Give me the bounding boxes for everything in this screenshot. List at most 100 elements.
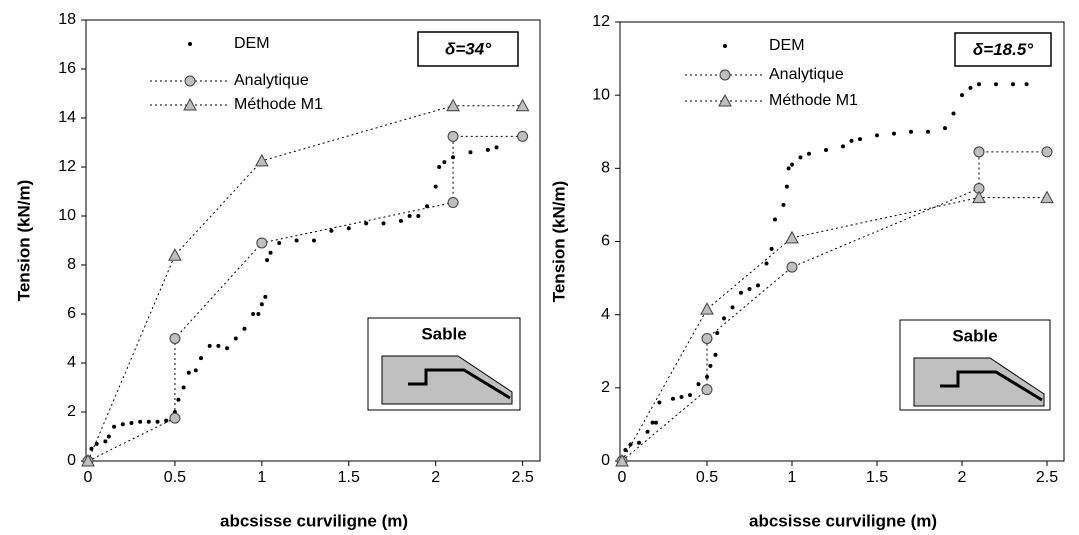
dem-point (1024, 82, 1029, 87)
dem-point (628, 442, 633, 447)
dem-point (433, 184, 438, 189)
x-axis-title: abcsisse curviligne (m) (749, 511, 937, 530)
inset-strip (940, 370, 1043, 402)
x-tick-label: 2.5 (511, 469, 533, 486)
dem-point (637, 440, 641, 445)
annotation-box (417, 31, 519, 67)
y-tick-label: 12 (592, 13, 610, 30)
circle-marker (786, 261, 798, 273)
y-tick-label: 10 (592, 86, 610, 103)
dem-point (951, 111, 956, 116)
legend-marker (719, 69, 731, 81)
dem-point (654, 420, 658, 425)
y-tick-label: 2 (67, 403, 76, 420)
dem-point (138, 419, 143, 424)
panel: 0 2 4 6 8 10 12 0 0.5 1 1.5 2 2.5 abcsisse curviligne… (549, 13, 1065, 530)
dem-point (164, 418, 169, 423)
dem-point (764, 261, 769, 266)
dem-point (259, 302, 264, 307)
circle-marker (447, 197, 459, 209)
dem-point (146, 419, 151, 424)
dem-point (468, 150, 473, 155)
dem-point (268, 250, 273, 255)
circle-marker (169, 412, 181, 424)
legend-label: DEM (234, 35, 270, 52)
y-tick-label: 10 (58, 207, 76, 224)
inset-soil (913, 357, 1045, 407)
annotation-box (954, 32, 1052, 67)
dem-point (968, 85, 973, 90)
dem-point (485, 147, 490, 152)
y-axis-title: Tension (kN/m) (549, 181, 568, 303)
dem-point (909, 129, 913, 134)
dem-point (798, 155, 803, 160)
dem-point (89, 446, 94, 451)
dem-point (207, 343, 212, 348)
inset-label: Sable (421, 324, 466, 343)
circle-marker (1041, 146, 1053, 158)
y-tick-label: 8 (67, 256, 76, 273)
series-line (621, 151, 1047, 462)
dem-point (1011, 82, 1015, 87)
dem-point (312, 238, 316, 243)
y-tick-label: 4 (601, 306, 610, 323)
dem-point (739, 290, 743, 295)
dem-point (416, 214, 421, 218)
circle-marker (256, 237, 268, 249)
inset-label: Sable (952, 326, 997, 345)
dem-point (120, 422, 125, 427)
legend-marker (718, 93, 732, 107)
dem-point (977, 82, 981, 87)
dem-point (129, 421, 134, 426)
dem-point (623, 448, 628, 453)
y-tick-label: 8 (601, 160, 610, 177)
y-tick-label: 2 (601, 379, 610, 396)
triangle-marker (700, 302, 714, 315)
dem-point (679, 394, 684, 399)
legend-label: Méthode M1 (769, 92, 858, 109)
dem-point (106, 434, 111, 439)
dem-point (786, 166, 791, 171)
dem-point (193, 368, 198, 373)
legend-marker (184, 75, 196, 87)
dem-point (715, 330, 720, 335)
dem-point (176, 397, 181, 402)
circle-marker (169, 333, 181, 344)
dem-point (645, 429, 650, 434)
dem-point (696, 382, 701, 387)
dem-point (790, 162, 794, 167)
annotation: δ=18.5° (973, 40, 1033, 59)
triangle-marker (446, 98, 460, 112)
x-tick-label: 1 (257, 469, 266, 486)
dem-point (926, 129, 930, 134)
dem-point (722, 316, 726, 321)
y-tick-label: 12 (58, 158, 76, 175)
dem-point (263, 294, 268, 299)
y-tick-label: 6 (67, 305, 76, 322)
x-tick-label: 0 (618, 469, 627, 486)
dem-point (398, 218, 403, 223)
dem-point (773, 217, 777, 222)
dem-point (841, 144, 845, 149)
dem-point (186, 370, 191, 375)
circle-marker (517, 130, 529, 142)
y-tick-label: 4 (67, 354, 76, 371)
dem-point (708, 363, 713, 368)
y-tick-label: 14 (58, 109, 76, 126)
dem-point (425, 204, 429, 209)
panel: 0 2 4 6 8 10 12 14 16 18 0 0.5 1 1.5 2 2.5 abcsisse curv… (14, 11, 541, 530)
circle-marker (701, 332, 713, 344)
triangle-marker (255, 153, 269, 167)
dem-point (199, 356, 203, 361)
legend-label: Analytique (769, 66, 844, 83)
circle-marker (447, 130, 459, 142)
y-tick-label: 18 (58, 11, 76, 28)
dem-point (225, 346, 230, 351)
x-tick-label: 2.5 (1036, 469, 1058, 486)
dem-point (705, 374, 709, 379)
dem-point (807, 151, 811, 156)
dem-point (407, 214, 412, 218)
legend-label: Analytique (234, 72, 309, 89)
annotation: δ=34° (445, 39, 491, 58)
dem-point (713, 352, 718, 357)
